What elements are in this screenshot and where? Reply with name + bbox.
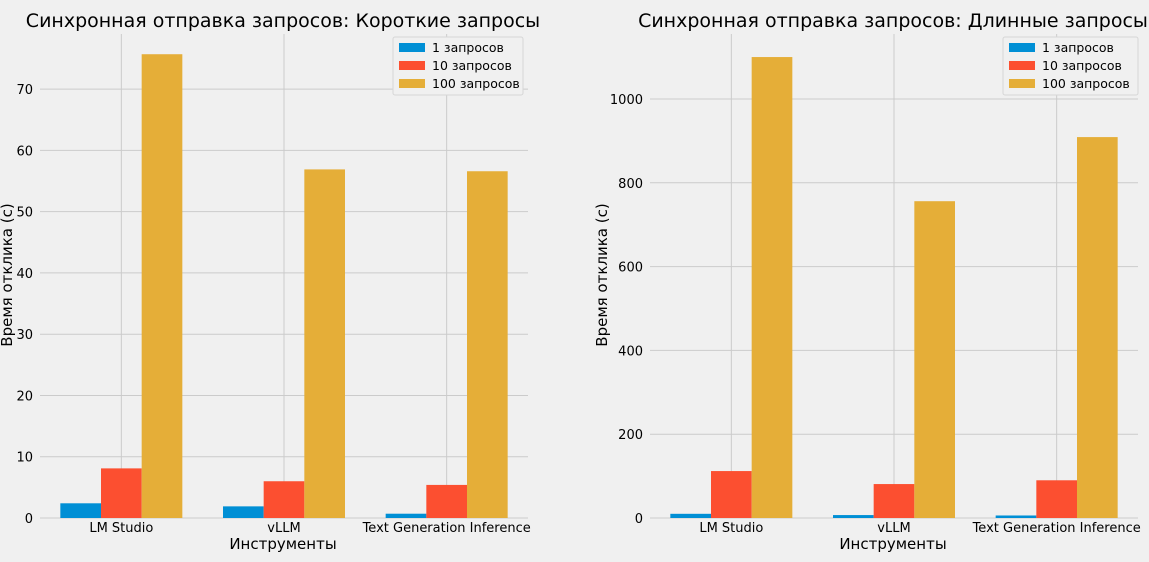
legend-label: 100 запросов: [432, 76, 520, 91]
x-tick-label: LM Studio: [89, 521, 153, 536]
legend-box: [1002, 36, 1139, 96]
legend-swatch: [399, 79, 425, 88]
bar: [223, 506, 264, 518]
bar: [670, 513, 711, 518]
x-tick-labels: LM Studio vLLM Text Generation Inference: [89, 521, 530, 536]
legend-label: 10 запросов: [432, 58, 512, 73]
bar: [385, 513, 427, 518]
legend-label: 100 запросов: [1042, 76, 1130, 91]
y-tick-label: 400: [618, 344, 643, 359]
y-tick-label: 10: [16, 451, 33, 466]
y-tick-label: 600: [618, 261, 643, 276]
y-tick-label: 50: [16, 206, 33, 221]
legend-label: 1 запросов: [1042, 40, 1114, 55]
x-tick-label: vLLM: [877, 521, 910, 536]
legend-label: 1 запросов: [432, 40, 504, 55]
y-tick-label: 0: [25, 512, 33, 527]
bar: [304, 169, 345, 518]
y-tick-label: 30: [16, 328, 33, 343]
bar: [914, 201, 955, 518]
bar: [60, 503, 101, 518]
chart-title: Синхронная отправка запросов: Короткие з…: [26, 10, 540, 32]
bar: [873, 484, 915, 518]
chart-title: Синхронная отправка запросов: Длинные за…: [638, 10, 1148, 32]
x-tick-label: Text Generation Inference: [972, 521, 1141, 536]
bar: [995, 515, 1037, 518]
bar: [426, 484, 467, 518]
legend-label: 10 запросов: [1042, 58, 1122, 73]
y-axis-label: Время отклика (с): [593, 203, 611, 346]
bar: [751, 57, 793, 519]
legend-swatch: [399, 43, 425, 52]
legend-swatch: [399, 61, 425, 70]
gridlines: [40, 34, 528, 519]
y-tick-label: 20: [16, 389, 33, 404]
x-axis-label: Инструменты: [229, 535, 336, 553]
bar: [467, 171, 508, 518]
legend-box: [392, 36, 524, 96]
legend-swatch: [1009, 61, 1035, 70]
bar: [833, 515, 874, 518]
legend: 1 запросов 10 запросов 100 запросов: [1002, 36, 1139, 96]
x-axis-label: Инструменты: [839, 535, 946, 553]
x-tick-label: Text Generation Inference: [362, 521, 531, 536]
x-tick-label: LM Studio: [699, 521, 763, 536]
x-tick-label: vLLM: [267, 521, 300, 536]
y-tick-label: 70: [16, 83, 33, 98]
y-tick-label: 60: [16, 144, 33, 159]
y-tick-label: 1000: [610, 93, 643, 108]
x-tick-labels: LM Studio vLLM Text Generation Inference: [699, 521, 1140, 536]
legend-swatch: [1009, 43, 1035, 52]
legend-swatch: [1009, 79, 1035, 88]
y-tick-labels: 0 200 400 600 800 1000: [610, 93, 643, 527]
bar: [101, 468, 142, 518]
chart-long-requests: Синхронная отправка запросов: Длинные за…: [593, 10, 1148, 553]
y-tick-labels: 0 10 20 30 40 50 60 70: [16, 83, 33, 527]
y-tick-label: 40: [16, 267, 33, 282]
bars: [670, 57, 1118, 519]
legend: 1 запросов 10 запросов 100 запросов: [392, 36, 524, 96]
y-tick-label: 200: [618, 428, 643, 443]
y-tick-label: 0: [635, 512, 643, 527]
bar: [1077, 137, 1118, 519]
y-axis-label: Время отклика (с): [0, 203, 16, 346]
bars: [60, 54, 508, 519]
y-tick-label: 800: [618, 177, 643, 192]
bar: [263, 481, 305, 518]
bar: [1036, 480, 1077, 518]
chart-short-requests: Синхронная отправка запросов: Короткие з…: [0, 10, 540, 553]
gridlines: [650, 34, 1138, 519]
bar: [711, 471, 752, 518]
bar: [141, 54, 183, 519]
